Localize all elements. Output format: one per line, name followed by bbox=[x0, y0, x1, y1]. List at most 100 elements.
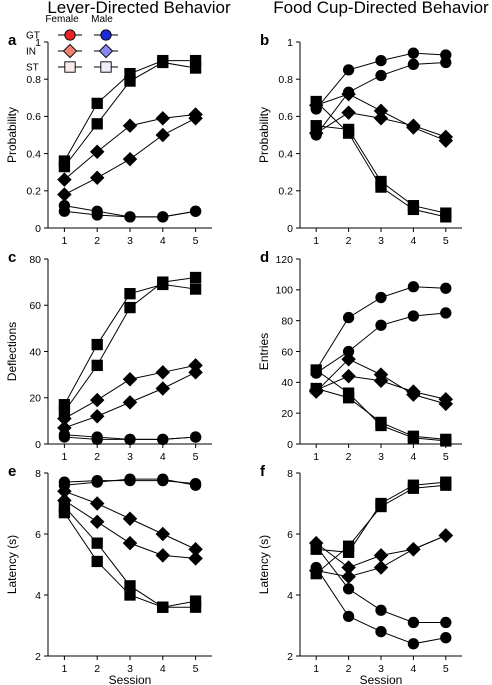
panel-b-point-gt-female bbox=[407, 47, 420, 59]
legend-in-female-marker bbox=[62, 43, 78, 59]
panel-b-ytick-label: 0.4 bbox=[278, 148, 293, 160]
panel-c-ylabel: Deflections bbox=[5, 322, 19, 381]
panel-c-point-gt-female bbox=[91, 431, 103, 443]
panel-f-point-gt-female bbox=[407, 638, 420, 650]
panel-d-xtick-label: 2 bbox=[346, 451, 352, 463]
legend: Female Male GT IN ST bbox=[26, 14, 118, 74]
panel-e-xtick-label: 3 bbox=[127, 663, 133, 675]
legend-st-female-marker bbox=[64, 61, 76, 73]
panel-c-point-in-female bbox=[188, 358, 203, 373]
panel-a-point-st-female bbox=[157, 54, 169, 67]
panel-d-xtick-label: 3 bbox=[378, 451, 384, 463]
panel-c-xtick-label: 5 bbox=[193, 451, 199, 463]
panel-b-series-st-male bbox=[310, 120, 452, 219]
panel-d-point-gt-male bbox=[342, 345, 355, 358]
panel-a-ytick-label: 0.6 bbox=[26, 111, 41, 123]
panel-c-xtick-label: 3 bbox=[127, 451, 133, 463]
panel-e-point-in-male bbox=[122, 511, 138, 526]
panel-b-ytick-label: 0 bbox=[287, 223, 293, 235]
legend-gt-male-marker bbox=[100, 29, 112, 41]
panel-c-point-st-male bbox=[91, 359, 103, 372]
panel-b-point-in-female bbox=[438, 133, 454, 148]
panel-b-point-gt-female bbox=[342, 64, 355, 76]
panel-b-point-in-female bbox=[406, 120, 421, 135]
panel-f-point-gt-male bbox=[440, 616, 452, 629]
panel-e-series-st-female bbox=[58, 507, 202, 613]
panel-d-line-st-male bbox=[316, 388, 446, 440]
panel-a-point-in-female bbox=[155, 111, 171, 126]
panel-c-ytick-label: 0 bbox=[35, 439, 41, 451]
panel-f-xtick-label: 4 bbox=[410, 663, 416, 675]
panel-f-ytick-label: 8 bbox=[287, 468, 293, 480]
column-title-left: Lever-Directed Behavior bbox=[47, 0, 231, 17]
panel-f-point-gt-male bbox=[375, 604, 387, 616]
panel-b-letter: b bbox=[260, 32, 269, 49]
panel-e-point-st-female bbox=[91, 555, 103, 568]
panel-c: c 0 20 40 60 80 1 2 3 4 5 Deflections bbox=[5, 249, 212, 463]
panel-b-ytick-label: 0.8 bbox=[278, 74, 293, 86]
panel-f-point-in-female bbox=[406, 542, 421, 557]
panel-d-ytick-label: 100 bbox=[275, 285, 293, 297]
panel-b-ytick-label: 0.6 bbox=[278, 111, 293, 123]
panel-b-point-st-female bbox=[342, 127, 355, 139]
panel-b-xtick-label: 5 bbox=[443, 235, 449, 247]
panel-e-point-gt-female bbox=[91, 476, 103, 488]
panel-d-point-gt-female bbox=[407, 281, 420, 293]
panel-d-xtick-label: 4 bbox=[410, 451, 416, 463]
panel-e-point-st-female bbox=[189, 595, 202, 607]
panel-e-ytick-label: 8 bbox=[35, 468, 41, 480]
panel-c-point-gt-female bbox=[157, 433, 169, 446]
panel-f-series-gt-male bbox=[310, 540, 452, 629]
panels: a 0 0.2 0.4 0.6 0.8 1 1 2 3 4 5 Probability b 0 0.2 0.4 0… bbox=[5, 32, 462, 685]
panel-e-xtick-label: 4 bbox=[160, 663, 166, 675]
panel-d-series-gt-male bbox=[310, 307, 452, 379]
panel-f-ytick-label: 2 bbox=[287, 651, 293, 663]
panel-d-point-gt-female bbox=[440, 282, 452, 294]
panel-b-point-in-female bbox=[373, 103, 389, 119]
panel-b-point-in-male bbox=[341, 105, 356, 120]
panel-e-xtick-label: 5 bbox=[193, 663, 199, 675]
panel-d-point-st-female bbox=[342, 387, 355, 399]
panel-a-point-gt-female bbox=[91, 205, 103, 217]
panel-a-point-gt-female bbox=[124, 211, 136, 223]
panel-c-point-in-male bbox=[155, 381, 171, 396]
panel-b-point-gt-male bbox=[310, 129, 322, 141]
panel-c-series-in-male bbox=[57, 365, 203, 436]
panel-f-series-gt-female bbox=[310, 561, 452, 650]
panel-e-point-in-female bbox=[155, 548, 171, 563]
panel-e-point-in-female bbox=[122, 535, 138, 551]
panel-e-letter: e bbox=[8, 463, 16, 480]
panel-c-point-in-male bbox=[89, 409, 105, 424]
panel-b-point-in-male bbox=[373, 111, 389, 126]
panel-e-xtick-label: 1 bbox=[61, 663, 67, 675]
column-title-right: Food Cup-Directed Behavior bbox=[273, 0, 489, 17]
panel-a-point-in-male bbox=[57, 187, 72, 202]
panel-e-ylabel: Latency (s) bbox=[5, 535, 19, 594]
panel-a-series-st-female bbox=[58, 54, 202, 167]
panel-a-point-in-female bbox=[89, 144, 105, 159]
panel-d-point-in-female bbox=[373, 367, 389, 382]
panel-b-point-gt-male bbox=[342, 86, 355, 98]
panel-b-ytick-label: 1 bbox=[287, 37, 293, 49]
panel-d-point-gt-female bbox=[375, 291, 387, 304]
panel-e-point-st-female bbox=[124, 589, 136, 601]
panel-d-xtick-label: 5 bbox=[443, 451, 449, 463]
panel-a-series-in-female bbox=[57, 107, 203, 187]
panel-c-series-in-female bbox=[57, 358, 203, 426]
panel-e-ytick-label: 6 bbox=[35, 529, 41, 541]
panel-f-point-gt-female bbox=[342, 610, 355, 622]
panel-b-point-gt-male bbox=[375, 69, 387, 82]
panel-f-point-gt-male bbox=[342, 583, 355, 595]
panel-f-point-in-female bbox=[438, 528, 454, 543]
panel-e-series-in-female bbox=[57, 493, 203, 566]
panel-d: d 0 20 40 60 80 100 120 1 2 3 4 5 Entries bbox=[257, 249, 462, 463]
panel-d-letter: d bbox=[260, 249, 269, 266]
panel-a-series-gt-female bbox=[58, 200, 202, 223]
panel-e: e 2 4 6 8 1 2 3 4 5 Latency (s) Session bbox=[5, 463, 212, 685]
panel-b-point-gt-female bbox=[375, 54, 387, 67]
panel-b-point-gt-female bbox=[310, 103, 322, 115]
panel-d-point-gt-female bbox=[310, 364, 322, 376]
panel-e-point-in-female bbox=[57, 493, 72, 508]
panel-f-series-st-male bbox=[310, 476, 452, 558]
panel-b-xtick-label: 1 bbox=[313, 235, 319, 247]
